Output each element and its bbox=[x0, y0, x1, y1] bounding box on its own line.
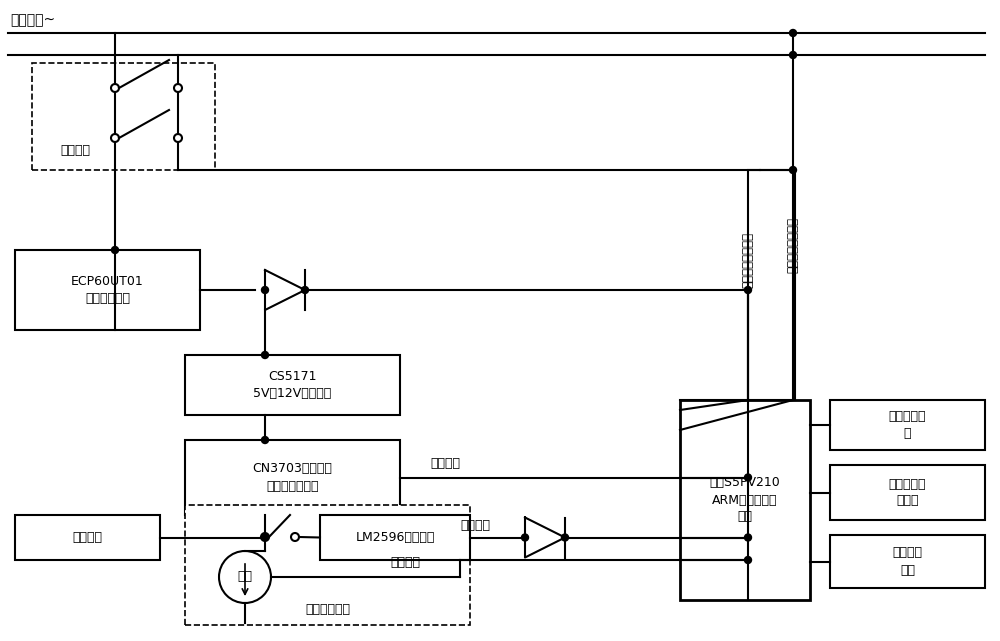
Bar bbox=[830, 465, 985, 520]
Text: 备用电池: 备用电池 bbox=[72, 531, 103, 544]
Circle shape bbox=[262, 351, 268, 358]
Text: 加热模块及
泵: 加热模块及 泵 bbox=[889, 410, 926, 440]
Text: 电池切换电路: 电池切换电路 bbox=[305, 603, 350, 616]
Text: CS5171
5V转12V升压电路: CS5171 5V转12V升压电路 bbox=[253, 370, 332, 400]
Circle shape bbox=[302, 287, 308, 294]
Bar bbox=[320, 515, 470, 560]
Circle shape bbox=[112, 247, 119, 253]
Circle shape bbox=[744, 474, 752, 481]
Bar bbox=[185, 440, 400, 515]
Text: 切换信号: 切换信号 bbox=[390, 556, 420, 569]
Text: 基于S5PV210
ARM节片的主控
电路: 基于S5PV210 ARM节片的主控 电路 bbox=[710, 476, 780, 524]
Circle shape bbox=[744, 556, 752, 563]
Circle shape bbox=[262, 437, 268, 444]
Circle shape bbox=[562, 534, 568, 541]
Text: 电量检测: 电量检测 bbox=[430, 457, 460, 470]
Bar bbox=[830, 400, 985, 450]
Bar bbox=[185, 355, 400, 415]
Bar bbox=[15, 250, 200, 330]
Text: ECP60UT01
医用开关电源: ECP60UT01 医用开关电源 bbox=[71, 275, 144, 305]
Text: 声光报警
电路: 声光报警 电路 bbox=[893, 547, 922, 576]
Circle shape bbox=[790, 29, 796, 37]
Circle shape bbox=[522, 534, 528, 541]
Bar bbox=[32, 63, 215, 170]
Text: 电源开关: 电源开关 bbox=[60, 144, 90, 156]
Text: LM2596稳压电路: LM2596稳压电路 bbox=[355, 531, 435, 544]
Text: 交流市电~: 交流市电~ bbox=[10, 13, 55, 27]
Text: CN3703充电管理
及电量检测电路: CN3703充电管理 及电量检测电路 bbox=[253, 463, 332, 492]
Bar bbox=[830, 535, 985, 588]
Bar bbox=[15, 515, 160, 560]
Circle shape bbox=[744, 534, 752, 541]
Circle shape bbox=[262, 533, 268, 540]
Text: 线圈: 线圈 bbox=[238, 570, 252, 583]
Text: 电磁阀及显
示模块: 电磁阀及显 示模块 bbox=[889, 478, 926, 508]
Text: 第二採电检测信号: 第二採电检测信号 bbox=[786, 217, 800, 273]
Bar bbox=[748, 170, 795, 400]
Text: 第一採电检测信号: 第一採电检测信号 bbox=[742, 232, 755, 288]
Circle shape bbox=[790, 51, 796, 58]
Text: 切换信号: 切换信号 bbox=[460, 519, 490, 532]
Bar bbox=[185, 505, 470, 625]
Circle shape bbox=[262, 287, 268, 294]
Bar bbox=[680, 400, 810, 600]
Circle shape bbox=[744, 287, 752, 294]
Circle shape bbox=[790, 167, 796, 174]
